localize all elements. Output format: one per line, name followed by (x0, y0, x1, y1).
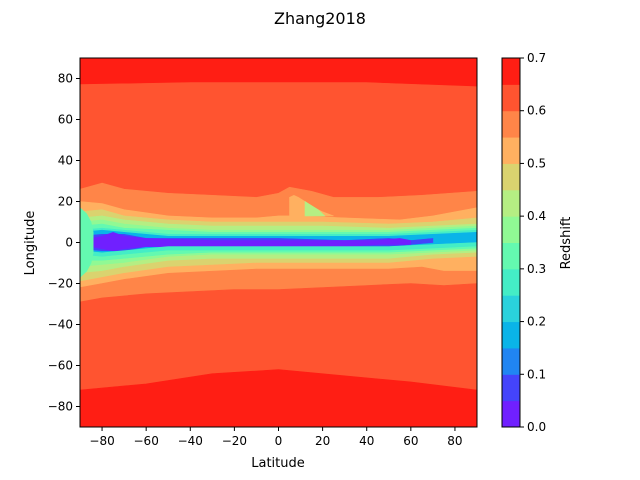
y-tick-label: 40 (58, 154, 73, 168)
colorbar-tick-label: 0.0 (527, 420, 546, 434)
colorbar-segment (502, 189, 520, 217)
colorbar (502, 58, 520, 428)
colorbar-segment (502, 295, 520, 323)
colorbar-tick-label: 0.7 (527, 51, 546, 65)
x-tick-label: −80 (89, 434, 114, 448)
colorbar-segment (502, 374, 520, 402)
contour-band-11 (90, 231, 412, 252)
colorbar-segment (502, 242, 520, 270)
y-axis-label: Longitude (23, 211, 38, 276)
x-tick-label: 20 (315, 434, 330, 448)
x-tick-label: 40 (359, 434, 374, 448)
colorbar-segment (502, 216, 520, 243)
y-tick-label: 0 (65, 236, 73, 250)
colorbar-segment (502, 137, 520, 164)
x-tick-label: −20 (222, 434, 247, 448)
colorbar-segment (502, 110, 520, 138)
colorbar-axis: 0.0 0.1 0.2 0.3 0.4 0.5 0.6 0.7 (520, 51, 546, 434)
colorbar-tick-label: 0.2 (527, 315, 546, 329)
y-tick-label: −40 (48, 318, 73, 332)
x-tick-label: 60 (403, 434, 418, 448)
colorbar-segment (502, 84, 520, 112)
y-tick-label: 60 (58, 113, 73, 127)
colorbar-segment (502, 268, 520, 296)
colorbar-tick-label: 0.3 (527, 262, 546, 276)
x-tick-label: −60 (134, 434, 159, 448)
plot-area (80, 58, 477, 427)
y-tick-label: 80 (58, 72, 73, 86)
y-tick-label: 20 (58, 195, 73, 209)
colorbar-tick-label: 0.1 (527, 367, 546, 381)
x-tick-label: 80 (447, 434, 462, 448)
chart-title: Zhang2018 (274, 9, 366, 28)
x-tick-label: −40 (178, 434, 203, 448)
x-axis-label: Latitude (251, 456, 305, 471)
colorbar-segment (502, 400, 520, 428)
contour-band-23 (80, 207, 94, 278)
x-axis: −80 −60 −40 −20 0 20 40 60 80 (89, 427, 463, 448)
x-tick-label: 0 (275, 434, 283, 448)
colorbar-label: Redshift (559, 217, 574, 270)
y-axis: −80 −60 −40 −20 0 20 40 60 80 (48, 72, 80, 414)
contour-band-20 (80, 369, 477, 427)
y-tick-label: −80 (48, 400, 73, 414)
colorbar-tick-label: 0.5 (527, 156, 546, 170)
contour-band-22 (304, 200, 326, 217)
colorbar-segment (502, 163, 520, 191)
colorbar-segment (502, 321, 520, 349)
y-tick-label: −60 (48, 359, 73, 373)
colorbar-frame (501, 57, 521, 428)
colorbar-segment (502, 347, 520, 375)
colorbar-tick-label: 0.6 (527, 104, 546, 118)
colorbar-tick-label: 0.4 (527, 209, 546, 223)
colorbar-segment (502, 58, 520, 85)
contour-band-1 (80, 82, 477, 198)
y-tick-label: −20 (48, 277, 73, 291)
